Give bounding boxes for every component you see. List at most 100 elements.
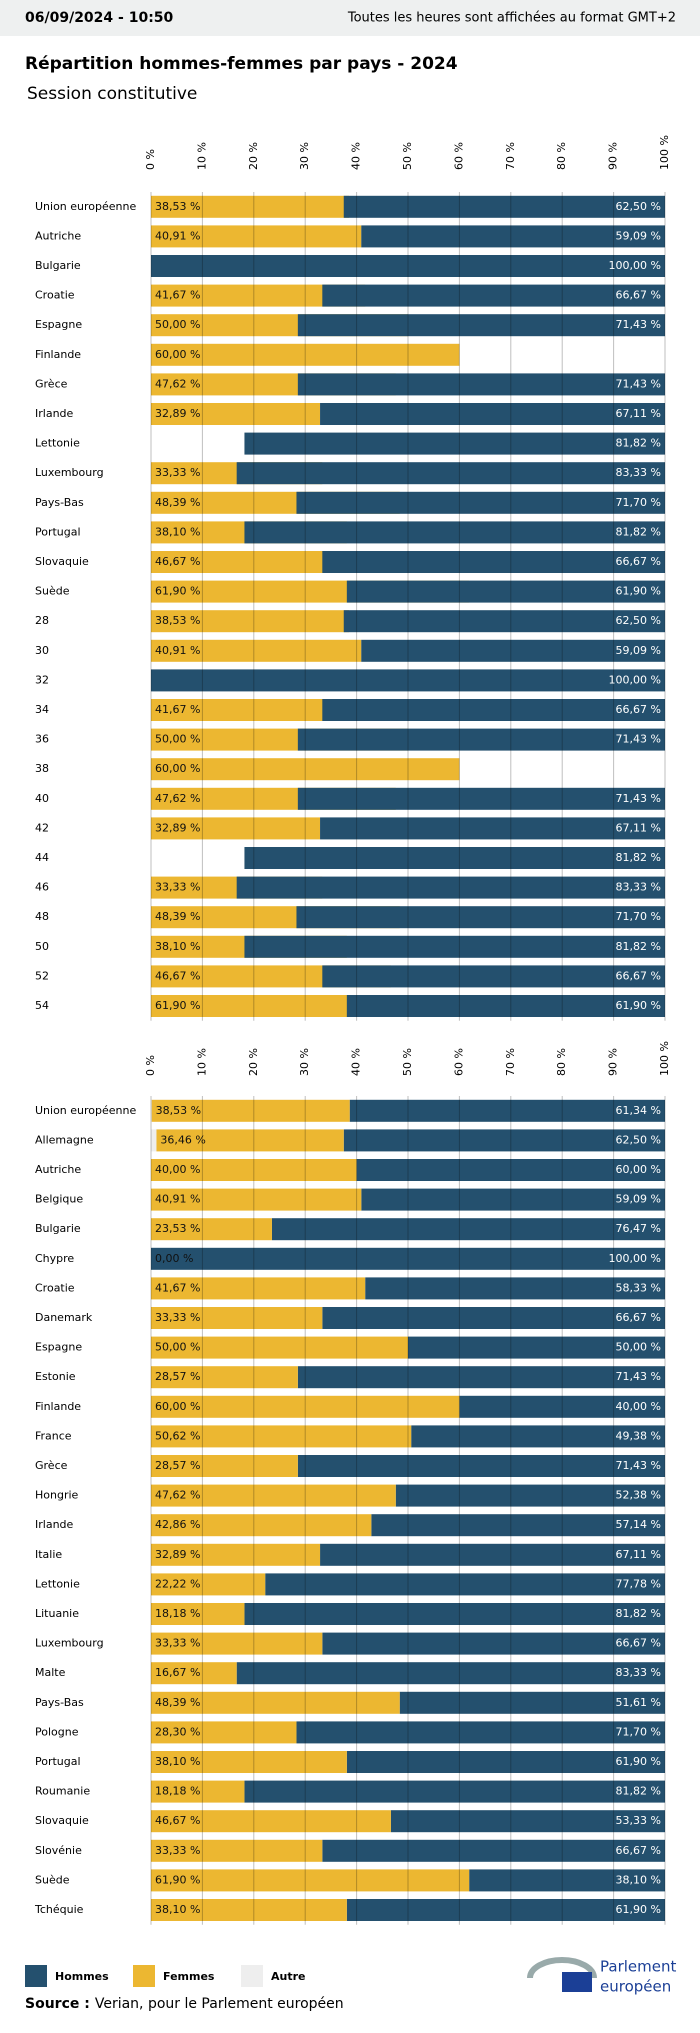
value-label: 47,62 % [155,792,200,805]
value-label: 47,62 % [155,377,200,390]
bar [322,1307,665,1329]
value-label: 28,57 % [155,1370,200,1383]
bar [151,1425,412,1448]
y-tick-label: Irlande [35,407,74,420]
y-tick-label: Danemark [35,1311,93,1324]
y-tick-label: Union européenne [35,1104,136,1117]
value-label: 57,14 % [616,1518,661,1531]
bar [361,639,665,662]
y-tick-label: 38 [35,762,49,775]
value-label: 23,53 % [155,1222,200,1235]
source-text: Verian, pour le Parlement européen [95,1996,344,2012]
x-tick-label: 70 % [504,1048,517,1076]
value-label: 71,43 % [616,318,661,331]
x-tick-label: 40 % [350,1048,363,1076]
bar [151,195,350,218]
value-label: 71,43 % [616,733,661,746]
y-tick-label: 50 [35,940,49,953]
value-label: 71,43 % [616,377,661,390]
bar [151,1543,321,1566]
bar [320,1543,665,1566]
bar [297,373,665,396]
bar [322,284,665,307]
value-label: 38,10 % [155,1903,200,1916]
x-tick-label: 80 % [555,142,568,170]
bar [320,817,665,840]
value-label: 50,62 % [155,1429,200,1442]
value-label: 60,00 % [155,348,200,361]
y-tick-label: Slovénie [35,1844,82,1857]
value-label: 81,82 % [616,437,661,450]
value-label: 36,46 % [160,1133,205,1146]
bar [297,1366,665,1389]
logo-text: Parlement [600,1958,676,1976]
bar [365,1277,665,1300]
value-label: 38,10 % [155,1755,200,1768]
bar [151,403,321,425]
value-label: 61,90 % [616,1903,661,1916]
logo-text: européen [600,1978,671,1996]
bar [151,1751,347,1773]
value-label: 49,38 % [616,1429,661,1442]
value-label: 50,00 % [155,733,200,746]
legend-swatch [133,1965,155,1987]
y-tick-label: Pays-Bas [35,1696,84,1709]
bar [151,1099,152,1122]
y-tick-label: 30 [35,644,49,657]
value-label: 60,00 % [155,1400,200,1413]
value-label: 50,00 % [155,318,200,331]
bar [151,817,321,840]
bar [296,491,665,514]
bar [236,1662,665,1685]
bar [151,1632,323,1655]
bar [297,787,665,810]
legend-label: Autre [271,1970,306,1983]
value-label: 61,90 % [616,1755,661,1768]
value-label: 60,00 % [155,762,200,775]
value-label: 16,67 % [155,1666,200,1679]
y-tick-label: 32 [35,673,49,686]
bar [151,1336,408,1359]
logo-arc [527,1957,597,1979]
y-tick-label: 28 [35,614,49,627]
value-label: 61,90 % [616,585,661,598]
value-label: 83,33 % [616,466,661,479]
value-label: 71,70 % [616,910,661,923]
bar [322,1839,665,1862]
bar [151,1455,298,1477]
y-tick-label: Espagne [35,318,82,331]
bar [151,1366,298,1389]
x-tick-label: 50 % [401,1048,414,1076]
bar [151,669,665,692]
source-label: Source : [25,1996,90,2012]
bar [151,284,366,307]
y-tick-label: Croatie [35,289,75,302]
y-tick-label: Suède [35,585,70,598]
legend: Hommes Femmes Autre [25,1965,306,1987]
bar [151,1603,245,1625]
y-tick-label: 42 [35,821,49,834]
legend-swatch [25,1965,47,1987]
bar [296,1721,665,1744]
value-label: 66,67 % [616,703,661,716]
bar [151,1780,245,1803]
y-tick-label: Grèce [35,1459,68,1472]
bar [151,1691,400,1714]
value-label: 61,90 % [616,999,661,1012]
y-tick-label: Grèce [35,377,68,390]
value-label: 67,11 % [616,407,661,420]
chart-subtitle: Session constitutive [27,84,197,104]
value-label: 0,00 % [155,1252,193,1265]
value-label: 40,91 % [155,644,200,657]
bar [361,1188,665,1211]
value-label: 28,30 % [155,1725,200,1738]
bar [297,314,665,337]
bar [297,1455,665,1477]
value-label: 40,00 % [155,1163,200,1176]
bar [343,195,665,218]
value-label: 59,09 % [616,1193,661,1206]
y-tick-label: Finlande [35,348,81,361]
value-label: 71,70 % [616,496,661,509]
y-tick-label: Croatie [35,1281,75,1294]
bar [236,462,665,485]
